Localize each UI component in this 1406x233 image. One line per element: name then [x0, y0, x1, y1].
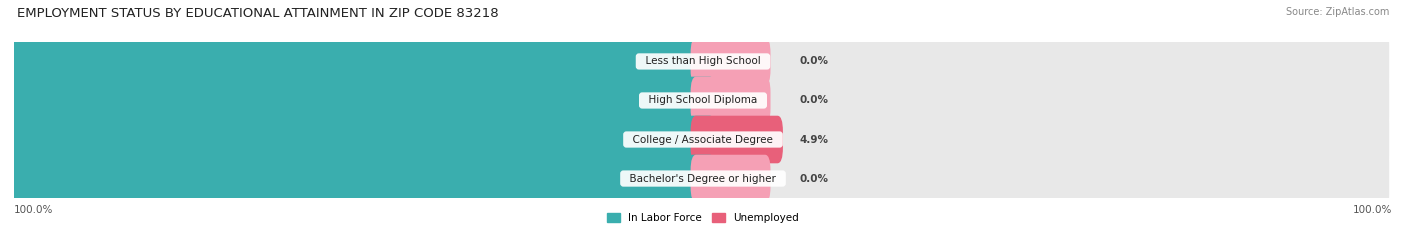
FancyBboxPatch shape: [690, 38, 770, 85]
Text: 0.0%: 0.0%: [800, 174, 828, 184]
FancyBboxPatch shape: [0, 155, 716, 202]
Text: College / Associate Degree: College / Associate Degree: [626, 134, 780, 144]
FancyBboxPatch shape: [690, 116, 783, 163]
FancyBboxPatch shape: [0, 77, 716, 124]
Text: High School Diploma: High School Diploma: [643, 96, 763, 106]
FancyBboxPatch shape: [17, 73, 1389, 128]
Text: 100.0%: 100.0%: [1353, 205, 1392, 215]
FancyBboxPatch shape: [0, 116, 716, 163]
FancyBboxPatch shape: [17, 151, 1389, 206]
FancyBboxPatch shape: [17, 34, 1389, 89]
FancyBboxPatch shape: [690, 155, 770, 202]
Text: 0.0%: 0.0%: [800, 56, 828, 66]
Text: 100.0%: 100.0%: [14, 205, 53, 215]
FancyBboxPatch shape: [690, 77, 770, 124]
FancyBboxPatch shape: [17, 112, 1389, 167]
Text: Less than High School: Less than High School: [638, 56, 768, 66]
Text: 4.9%: 4.9%: [800, 134, 828, 144]
Text: EMPLOYMENT STATUS BY EDUCATIONAL ATTAINMENT IN ZIP CODE 83218: EMPLOYMENT STATUS BY EDUCATIONAL ATTAINM…: [17, 7, 499, 20]
Text: 0.0%: 0.0%: [800, 96, 828, 106]
Text: Source: ZipAtlas.com: Source: ZipAtlas.com: [1285, 7, 1389, 17]
Text: Bachelor's Degree or higher: Bachelor's Degree or higher: [623, 174, 783, 184]
FancyBboxPatch shape: [0, 38, 716, 85]
Legend: In Labor Force, Unemployed: In Labor Force, Unemployed: [603, 209, 803, 227]
